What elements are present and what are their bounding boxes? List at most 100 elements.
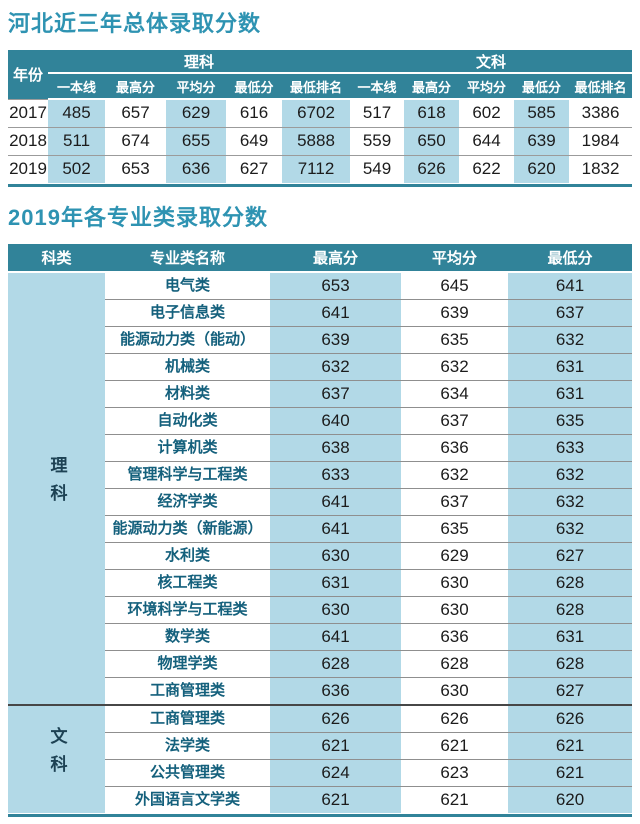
score-cell: 644 (459, 126, 515, 155)
major-name-cell: 工商管理类 (105, 704, 270, 733)
avg-score-cell: 635 (401, 515, 508, 543)
major-name-cell: 法学类 (105, 732, 270, 760)
table-row: 自动化类 640 637 635 (8, 407, 632, 435)
science-subheader-rank: 最低排名 (282, 73, 351, 100)
major-name-cell: 数学类 (105, 623, 270, 651)
score-cell: 626 (404, 154, 460, 183)
score-cell: 618 (404, 98, 460, 127)
year-cell: 2017 (8, 98, 48, 127)
major-name-cell: 工商管理类 (105, 677, 270, 705)
major-name-cell: 计算机类 (105, 434, 270, 462)
table-row: 环境科学与工程类 630 630 628 (8, 596, 632, 624)
avg-score-cell: 621 (401, 732, 508, 760)
science-subheader-avg: 平均分 (166, 73, 226, 100)
table-row: 经济学类 641 637 632 (8, 488, 632, 516)
score-cell: 616 (226, 98, 282, 127)
major-name-cell: 水利类 (105, 542, 270, 570)
arts-subheader-avg: 平均分 (459, 73, 515, 100)
max-score-cell: 636 (270, 677, 401, 705)
rank-cell: 1832 (569, 154, 633, 183)
science-section-cell: 理科 (8, 271, 105, 705)
min-score-cell: 631 (508, 623, 632, 651)
major-name-cell: 外国语言文学类 (105, 786, 270, 813)
table-row: 管理科学与工程类 633 632 632 (8, 461, 632, 489)
arts-subheader-line: 一本线 (350, 73, 405, 100)
table-row: 核工程类 631 630 628 (8, 569, 632, 597)
score-cell: 629 (166, 98, 226, 127)
table-row: 2017 485 657 629 616 6702 517 618 602 58… (8, 98, 633, 127)
min-score-cell: 631 (508, 353, 632, 381)
score-cell: 620 (514, 154, 570, 183)
score-cell: 653 (105, 154, 166, 183)
table-row: 能源动力类（新能源） 641 635 632 (8, 515, 632, 543)
score-cell: 502 (48, 154, 105, 183)
avg-score-cell: 636 (401, 434, 508, 462)
overall-scores-table: 年份 理科 文科 一本线 最高分 平均分 最低分 最低排名 一本线 最高分 平均… (8, 50, 633, 183)
min-score-column-header: 最低分 (508, 244, 632, 273)
rank-cell: 6702 (282, 98, 351, 127)
rank-cell: 7112 (282, 154, 351, 183)
min-score-cell: 637 (508, 299, 632, 327)
science-subheader-min: 最低分 (226, 73, 282, 100)
max-score-cell: 628 (270, 650, 401, 678)
min-score-cell: 628 (508, 650, 632, 678)
rank-cell: 3386 (569, 98, 633, 127)
major-name-column-header: 专业类名称 (105, 244, 270, 273)
avg-score-cell: 623 (401, 759, 508, 787)
avg-score-cell: 630 (401, 596, 508, 624)
table-row: 工商管理类 636 630 627 (8, 677, 632, 705)
page-title-overall: 河北近三年总体录取分数 (8, 11, 262, 36)
year-cell: 2019 (8, 154, 48, 183)
score-cell: 639 (514, 126, 570, 155)
arts-subheader-max: 最高分 (404, 73, 460, 100)
min-score-cell: 627 (508, 542, 632, 570)
category-column-header: 科类 (8, 244, 105, 273)
arts-section-label: 文科 (47, 727, 67, 783)
table-row: 2018 511 674 655 649 5888 559 650 644 63… (8, 126, 633, 155)
arts-subheader-rank: 最低排名 (569, 73, 633, 100)
score-cell: 657 (105, 98, 166, 127)
major-name-cell: 自动化类 (105, 407, 270, 435)
avg-score-cell: 636 (401, 623, 508, 651)
min-score-cell: 631 (508, 380, 632, 408)
major-name-cell: 能源动力类（能动） (105, 326, 270, 354)
table-row: 外国语言文学类 621 621 620 (8, 786, 632, 813)
overall-table-container: 年份 理科 文科 一本线 最高分 平均分 最低分 最低排名 一本线 最高分 平均… (8, 50, 633, 187)
min-score-cell: 632 (508, 461, 632, 489)
rank-cell: 5888 (282, 126, 351, 155)
year-cell: 2018 (8, 126, 48, 155)
major-name-cell: 物理学类 (105, 650, 270, 678)
avg-score-column-header: 平均分 (401, 244, 508, 273)
table-row: 数学类 641 636 631 (8, 623, 632, 651)
avg-score-cell: 632 (401, 461, 508, 489)
science-section-label: 理科 (47, 456, 67, 512)
rank-cell: 1984 (569, 126, 633, 155)
major-name-cell: 公共管理类 (105, 759, 270, 787)
avg-score-cell: 630 (401, 677, 508, 705)
table-row: 材料类 637 634 631 (8, 380, 632, 408)
major-name-cell: 管理科学与工程类 (105, 461, 270, 489)
science-group-header: 理科 (48, 50, 351, 74)
major-name-cell: 电子信息类 (105, 299, 270, 327)
year-column-header: 年份 (8, 50, 48, 99)
min-score-cell: 627 (508, 677, 632, 705)
max-score-cell: 641 (270, 623, 401, 651)
min-score-cell: 632 (508, 326, 632, 354)
table-row: 物理学类 628 628 628 (8, 650, 632, 678)
major-name-cell: 能源动力类（新能源） (105, 515, 270, 543)
max-score-cell: 637 (270, 380, 401, 408)
score-cell: 602 (459, 98, 515, 127)
score-cell: 485 (48, 98, 105, 127)
major-name-cell: 核工程类 (105, 569, 270, 597)
min-score-cell: 641 (508, 271, 632, 300)
score-cell: 549 (350, 154, 405, 183)
max-score-cell: 641 (270, 515, 401, 543)
table-row: 公共管理类 624 623 621 (8, 759, 632, 787)
arts-subheader-min: 最低分 (514, 73, 570, 100)
avg-score-cell: 626 (401, 704, 508, 733)
avg-score-cell: 645 (401, 271, 508, 300)
major-name-cell: 经济学类 (105, 488, 270, 516)
major-name-cell: 机械类 (105, 353, 270, 381)
max-score-cell: 621 (270, 732, 401, 760)
table-row: 计算机类 638 636 633 (8, 434, 632, 462)
